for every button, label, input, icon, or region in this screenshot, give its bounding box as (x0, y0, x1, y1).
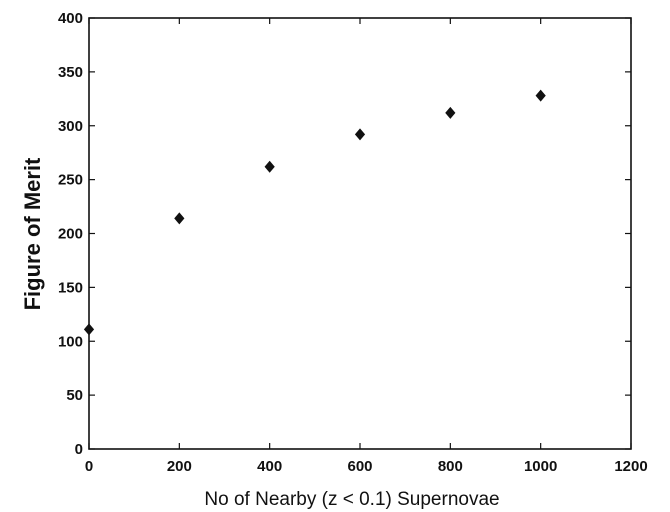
x-axis-ticks (88, 18, 632, 449)
y-tick-label: 100 (58, 333, 83, 350)
x-tick-label: 200 (167, 458, 192, 475)
x-axis-title: No of Nearby (z < 0.1) Supernovae (204, 489, 499, 510)
y-axis-tick-labels: 0 50 100 150 200 250 300 350 400 (58, 10, 83, 458)
y-tick-label: 350 (58, 64, 83, 81)
x-tick-label: 600 (347, 458, 372, 475)
data-point-diamond (445, 106, 456, 119)
data-point-diamond (264, 160, 275, 173)
y-tick-label: 200 (58, 226, 83, 243)
data-point-diamond (174, 212, 185, 225)
x-axis-tick-labels: 0 200 400 600 800 1000 1200 (85, 458, 648, 475)
x-tick-label: 800 (438, 458, 463, 475)
y-tick-label: 150 (58, 279, 83, 296)
data-points (83, 89, 546, 336)
y-axis-title: Figure of Merit (20, 157, 45, 310)
y-tick-label: 400 (58, 10, 83, 27)
data-point-diamond (354, 128, 366, 141)
data-point-diamond (535, 89, 546, 102)
y-tick-label: 250 (58, 172, 83, 189)
data-point-diamond (83, 323, 95, 336)
y-tick-label: 300 (58, 118, 83, 135)
y-tick-label: 0 (75, 441, 83, 458)
y-axis-ticks (89, 17, 631, 450)
x-tick-label: 1200 (614, 458, 647, 475)
plot-frame (88, 17, 632, 450)
x-tick-label: 400 (257, 458, 282, 475)
x-tick-label: 0 (85, 458, 93, 475)
x-tick-label: 1000 (524, 458, 557, 475)
y-tick-label: 50 (66, 387, 83, 404)
